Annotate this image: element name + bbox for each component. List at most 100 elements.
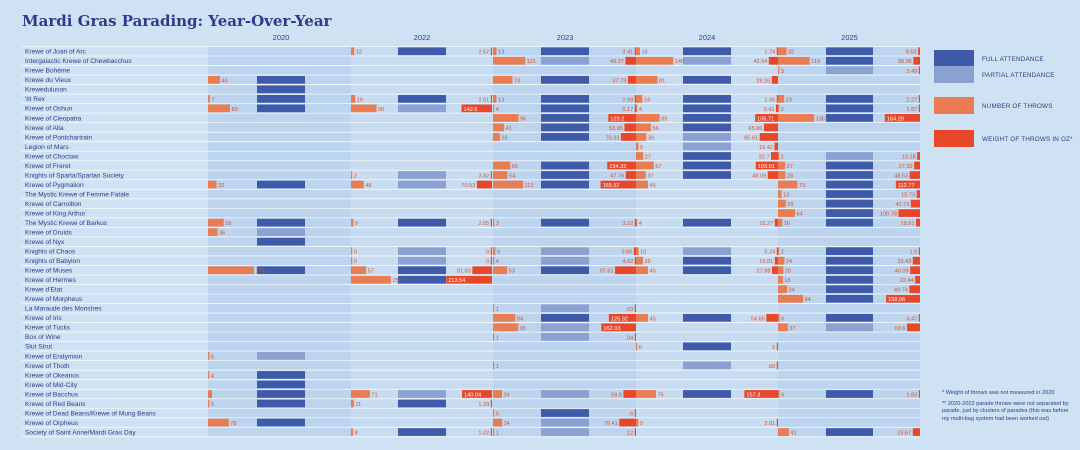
weight-label: .04 [626,335,634,341]
throws-label: 71 [371,392,377,398]
weight-bar [914,161,920,170]
parade-label: Krewe of Alla [25,125,64,132]
attendance-box [683,171,731,179]
throws-bar [493,123,504,132]
weight-bar [916,190,920,198]
throws-label: 26 [501,135,507,141]
weight-bar [634,409,636,417]
throws-bar [636,142,639,151]
weight-bar [625,56,636,65]
attendance-box [257,218,305,227]
throws-label: 5 [211,354,214,360]
attendance-box [683,161,731,170]
throws-bar [351,266,367,275]
weight-bar [607,161,636,170]
throws-bar [208,95,210,103]
attendance-box [541,123,589,132]
weight-bar [776,95,778,103]
throws-label: 16 [784,221,790,227]
weight-label: 0 [772,345,775,351]
weight-bar [634,47,636,56]
throws-label: 9 [640,421,643,427]
weight-bar [490,218,492,227]
weight-bar [898,209,920,217]
weight-label: 1.29 [478,402,489,408]
attendance-box [826,390,873,398]
weight-bar [774,142,778,151]
legend-label-weight: WEIGHT OF THROWS IN OZ* [982,136,1073,143]
throws-bar [351,218,354,227]
weight-label: 0 [486,259,489,265]
attendance-box [826,218,873,227]
throws-bar [208,180,217,189]
legend-swatch-full [934,50,974,67]
throws-label: 2 [781,250,784,256]
attendance-box [683,342,731,351]
weight-bar [772,266,778,275]
throws-bar [493,333,495,341]
throws-label: 26 [644,259,650,265]
throws-bar [493,161,511,170]
weight-label: 165.57 [603,183,620,189]
throws-bar [493,313,516,322]
weight-label: 53.95 [609,126,623,132]
attendance-box [541,56,589,65]
weight-label: 2.57 [478,50,489,56]
weight-bar [916,218,920,227]
throws-label: 39 [648,135,654,141]
attendance-box [683,247,731,256]
weight-label: 60.6 [895,326,906,332]
weight-bar [910,266,920,275]
weight-label: 1.74 [764,50,775,56]
attendance-box [398,218,446,227]
attendance-box [826,285,873,294]
throws-bar [778,266,784,275]
throws-label: 13 [498,97,504,103]
throws-bar [493,133,500,141]
throws-label: 0 [354,250,357,256]
throws-label: 28 [787,173,793,179]
weight-bar [774,256,778,265]
throws-label: 53 [509,269,515,275]
weight-label: 3.22 [622,221,633,227]
weight-label: 16.42 [759,145,773,151]
footnotes: * Weight of throws was not measured in 2… [942,390,1074,426]
throws-label: 1 [781,154,784,160]
throws-bar [351,399,354,408]
throws-bar [636,342,638,351]
throws-bar [636,161,654,170]
throws-label: 67 [655,164,661,170]
throws-label: 13 [783,193,789,199]
throws-label: 9 [355,221,358,227]
throws-bar [351,104,377,113]
attendance-box [541,95,589,103]
footnote-weight: * Weight of throws was not measured in 2… [942,390,1055,396]
attendance-box [826,180,873,189]
year-header-2020: 2020 [273,33,290,42]
attendance-box [257,266,305,275]
attendance-box [541,333,589,341]
throws-label: 45 [221,78,227,84]
throws-label: 4 [496,259,499,265]
throws-label: 73 [799,183,805,189]
weight-bar [895,180,920,189]
attendance-box [826,209,873,217]
throws-bar [493,75,513,84]
throws-label: 48 [365,183,371,189]
attendance-box [826,104,873,113]
throws-bar [778,56,810,65]
attendance-box [398,171,446,179]
throws-bar [636,266,648,275]
weight-label: 213.54 [448,278,465,284]
weight-bar [601,323,636,332]
throws-label: 16 [357,97,363,103]
throws-bar [493,114,519,122]
attendance-box [826,199,873,208]
attendance-box [257,390,305,398]
throws-label: 119 [811,59,820,65]
attendance-box [683,47,731,56]
weight-bar [776,418,778,427]
throws-label: 4 [211,373,214,379]
weight-label: 4.47 [906,316,917,322]
parade-label: Krewe of Iris [25,315,62,322]
